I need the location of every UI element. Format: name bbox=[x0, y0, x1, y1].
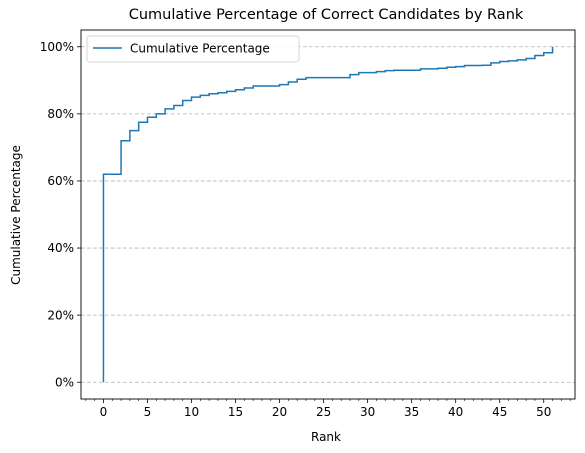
y-tick-label: 80% bbox=[47, 107, 74, 121]
x-tick-label: 50 bbox=[536, 405, 551, 419]
x-tick-label: 45 bbox=[492, 405, 507, 419]
x-tick-label: 40 bbox=[448, 405, 463, 419]
legend-label: Cumulative Percentage bbox=[130, 42, 270, 56]
x-tick-label: 20 bbox=[272, 405, 287, 419]
y-tick-label: 0% bbox=[55, 375, 74, 389]
x-tick-label: 35 bbox=[404, 405, 419, 419]
x-tick-label: 30 bbox=[360, 405, 375, 419]
legend-box bbox=[86, 35, 300, 63]
x-axis-ticks: 0 5 10 15 20 25 30 35 40 45 50 bbox=[85, 399, 571, 419]
x-axis-label: Rank bbox=[311, 430, 341, 444]
x-tick-label: 5 bbox=[144, 405, 152, 419]
series-line-cumulative-percentage bbox=[102, 46, 554, 383]
x-tick-label: 25 bbox=[316, 405, 331, 419]
plot-frame bbox=[80, 29, 576, 400]
y-tick-label: 40% bbox=[47, 241, 74, 255]
y-gridlines bbox=[81, 46, 575, 383]
y-tick-label: 100% bbox=[40, 40, 74, 54]
y-tick-label: 60% bbox=[47, 174, 74, 188]
x-tick-label: 10 bbox=[184, 405, 199, 419]
legend: Cumulative Percentage bbox=[86, 35, 300, 63]
series-layer bbox=[102, 46, 554, 383]
x-tick-label: 0 bbox=[100, 405, 108, 419]
y-axis-label: Cumulative Percentage bbox=[9, 145, 23, 285]
x-tick-label: 15 bbox=[228, 405, 243, 419]
y-axis-ticks: 0% 20% 40% 60% 80% 100% bbox=[40, 40, 81, 389]
y-tick-label: 20% bbox=[47, 308, 74, 322]
chart-title: Cumulative Percentage of Correct Candida… bbox=[129, 7, 524, 23]
